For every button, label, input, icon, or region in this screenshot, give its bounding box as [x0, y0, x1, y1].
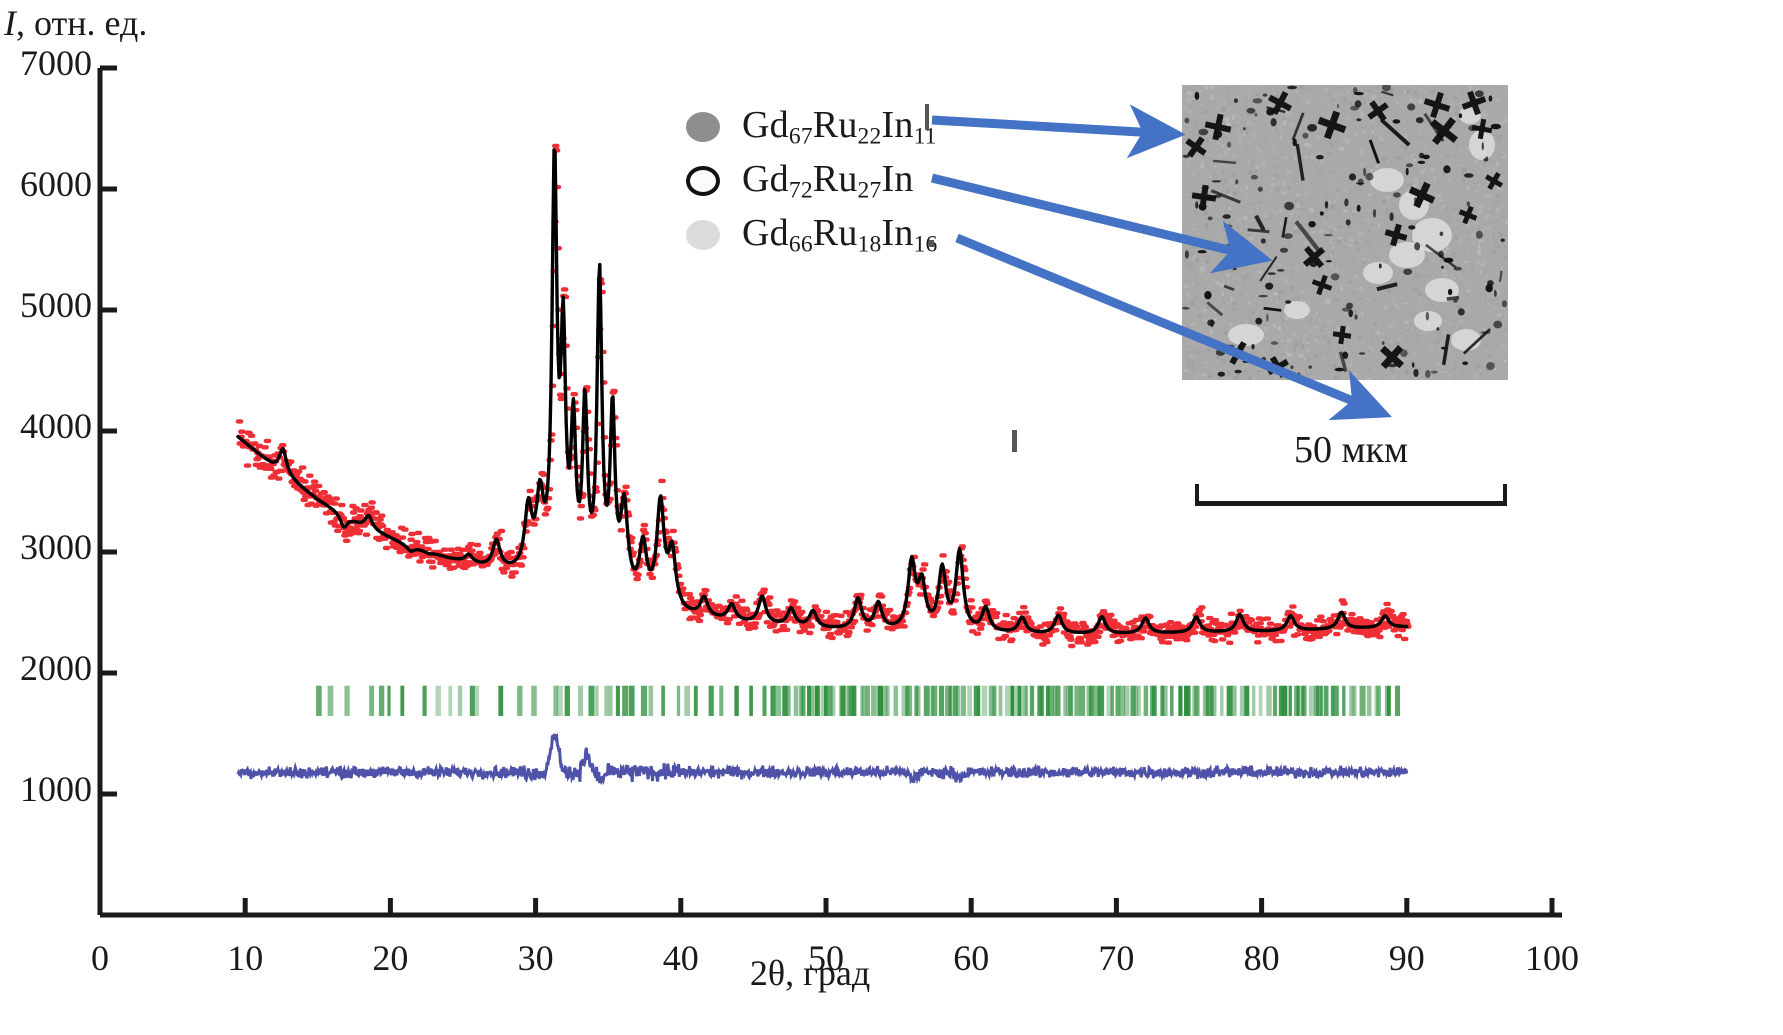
x-tick-label: 30: [517, 938, 554, 978]
bragg-tick-series: [316, 685, 1401, 716]
legend: Gd67Ru22In11 Gd72Ru27In Gd66Ru18In16: [686, 100, 938, 262]
x-tick-label: 70: [1098, 938, 1135, 978]
calculated-line-series: [236, 148, 1409, 635]
scalebar: [1195, 484, 1507, 506]
x-tick-label: 40: [662, 938, 699, 978]
legend-marker-filled-lightgray-circle-icon: [686, 220, 720, 250]
difference-line-series: [236, 732, 1409, 786]
y-tick-label: 3000: [20, 527, 92, 567]
y-tick-label: 4000: [20, 406, 92, 446]
x-tick-label: 100: [1525, 938, 1579, 978]
y-tick-label: 2000: [20, 648, 92, 688]
y-axis-label: I, отн. ед.: [4, 2, 147, 44]
x-tick-label: 60: [953, 938, 990, 978]
y-tick-label: 1000: [20, 769, 92, 809]
leader-tick-2: [929, 240, 934, 247]
y-tick-label: 7000: [20, 43, 92, 83]
x-tick-label: 80: [1243, 938, 1280, 978]
plot-axes: [97, 65, 1562, 918]
scalebar-label: 50 мкм: [1293, 429, 1409, 471]
legend-item: Gd72Ru27In: [686, 154, 938, 208]
x-tick-label: 10: [227, 938, 264, 978]
legend-marker-open-circle-icon: [686, 166, 720, 196]
x-tick-label: 90: [1388, 938, 1425, 978]
legend-item-label: Gd66Ru18In16: [742, 212, 938, 258]
y-axis-label-symbol: I: [4, 3, 16, 43]
leader-tick-3: [1012, 430, 1017, 452]
x-tick-label: 50: [808, 938, 844, 978]
x-tick-label: 0: [91, 938, 109, 978]
y-axis-label-units: , отн. ед.: [16, 3, 148, 43]
leader-tick-1: [925, 104, 929, 130]
legend-item-label: Gd72Ru27In: [742, 158, 914, 204]
legend-item: Gd67Ru22In11: [686, 100, 938, 154]
y-tick-label: 5000: [20, 285, 92, 325]
sem-micrograph-inset: [1182, 85, 1508, 380]
y-tick-label: 6000: [20, 164, 92, 204]
x-axis-label: 2θ, град: [749, 953, 871, 993]
legend-marker-filled-gray-circle-icon: [686, 112, 720, 142]
x-tick-label: 20: [372, 938, 409, 978]
legend-item-label: Gd67Ru22In11: [742, 104, 937, 150]
legend-item: Gd66Ru18In16: [686, 208, 938, 262]
